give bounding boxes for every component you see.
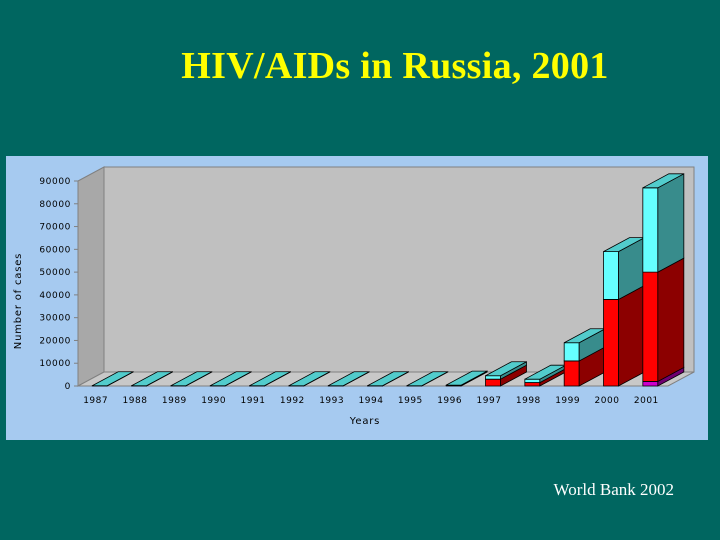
- bar-segment: [367, 371, 409, 387]
- x-tick-label: 1994: [359, 396, 384, 406]
- x-tick-label: 1997: [477, 396, 502, 406]
- x-tick-label: 2001: [634, 396, 659, 406]
- bar-front: [603, 299, 619, 387]
- source-note: World Bank 2002: [553, 480, 674, 499]
- bar-top: [642, 173, 685, 189]
- bar-segment: [91, 371, 134, 387]
- x-tick-label: 1989: [162, 396, 187, 406]
- x-tick-label: 1995: [398, 396, 423, 406]
- x-tick-label: 1996: [437, 396, 462, 406]
- bar-segment: [170, 371, 213, 387]
- hiv-cases-chart: 0 10000 20000 30000 40000 50000 60000 70000 8000…: [13, 166, 695, 427]
- bar-segment: [327, 371, 370, 387]
- y-tick-label: 0: [65, 382, 71, 392]
- y-tick-label: 30000: [39, 314, 71, 324]
- bar-front: [642, 381, 659, 387]
- y-tick-label: 80000: [39, 200, 71, 210]
- y-tick-label: 60000: [39, 245, 71, 255]
- x-tick-label: 1990: [201, 396, 226, 406]
- y-tick-label: 10000: [39, 359, 71, 369]
- bar-segment: [642, 173, 685, 273]
- bar-top: [367, 371, 409, 387]
- bar-segment: [485, 361, 527, 380]
- bar-top: [485, 361, 527, 377]
- bar-segment: [131, 371, 173, 387]
- bar-front: [485, 375, 501, 380]
- y-tick-label: 50000: [39, 268, 71, 278]
- y-tick-label: 40000: [39, 291, 71, 301]
- bar-top: [406, 371, 449, 387]
- bar-top: [170, 371, 213, 387]
- y-axis-title: Number of cases: [13, 253, 24, 349]
- bar-segment: [603, 284, 645, 387]
- y-tick-label: 20000: [39, 336, 71, 346]
- bar-side: [657, 257, 685, 383]
- bar-top: [131, 371, 173, 387]
- bar-top: [288, 371, 331, 387]
- bar-front: [563, 360, 580, 387]
- x-tick-label: 2000: [595, 396, 620, 406]
- bar-top: [327, 371, 370, 387]
- y-axis-ticks: 0 10000 20000 30000 40000 50000 60000 70000 8000…: [39, 177, 78, 392]
- x-tick-label: 1988: [123, 396, 148, 406]
- bar-front: [524, 382, 541, 387]
- chart-bars: [91, 173, 685, 387]
- bar-segment: [249, 371, 291, 387]
- bar-segment: [209, 371, 252, 387]
- x-tick-label: 1998: [516, 396, 541, 406]
- bar-top: [91, 371, 134, 387]
- x-tick-label: 1991: [241, 396, 266, 406]
- bar-front: [485, 378, 501, 387]
- bar-front: [642, 187, 659, 273]
- bar-segment: [445, 370, 488, 387]
- bar-segment: [406, 371, 449, 387]
- bar-front: [524, 378, 541, 383]
- bar-top: [249, 371, 291, 387]
- x-axis-title: Years: [349, 416, 380, 427]
- y-tick-label: 70000: [39, 223, 71, 233]
- x-axis-ticks: 1987 1988 1989 1990 1991 1992 1993 1994 1995 1996…: [83, 396, 659, 406]
- x-tick-label: 1987: [83, 396, 108, 406]
- bar-segment: [642, 257, 685, 383]
- bar-segment: [563, 346, 606, 387]
- x-tick-label: 1993: [319, 396, 344, 406]
- bar-segment: [603, 236, 645, 301]
- bar-top: [445, 370, 488, 386]
- bar-top: [209, 371, 252, 387]
- bar-side: [618, 284, 645, 387]
- bar-side: [657, 173, 685, 273]
- x-tick-label: 1992: [280, 396, 305, 406]
- chart-panel: 0 10000 20000 30000 40000 50000 60000 70000 8000…: [6, 156, 708, 440]
- y-tick-label: 90000: [39, 177, 71, 187]
- bar-segment: [288, 371, 331, 387]
- bar-front: [642, 271, 659, 382]
- chart-side-wall: [77, 166, 105, 387]
- bar-front: [563, 342, 580, 362]
- slide-title: HIV/AIDs in Russia, 2001: [181, 45, 609, 87]
- bar-front: [603, 251, 619, 300]
- x-tick-label: 1999: [555, 396, 580, 406]
